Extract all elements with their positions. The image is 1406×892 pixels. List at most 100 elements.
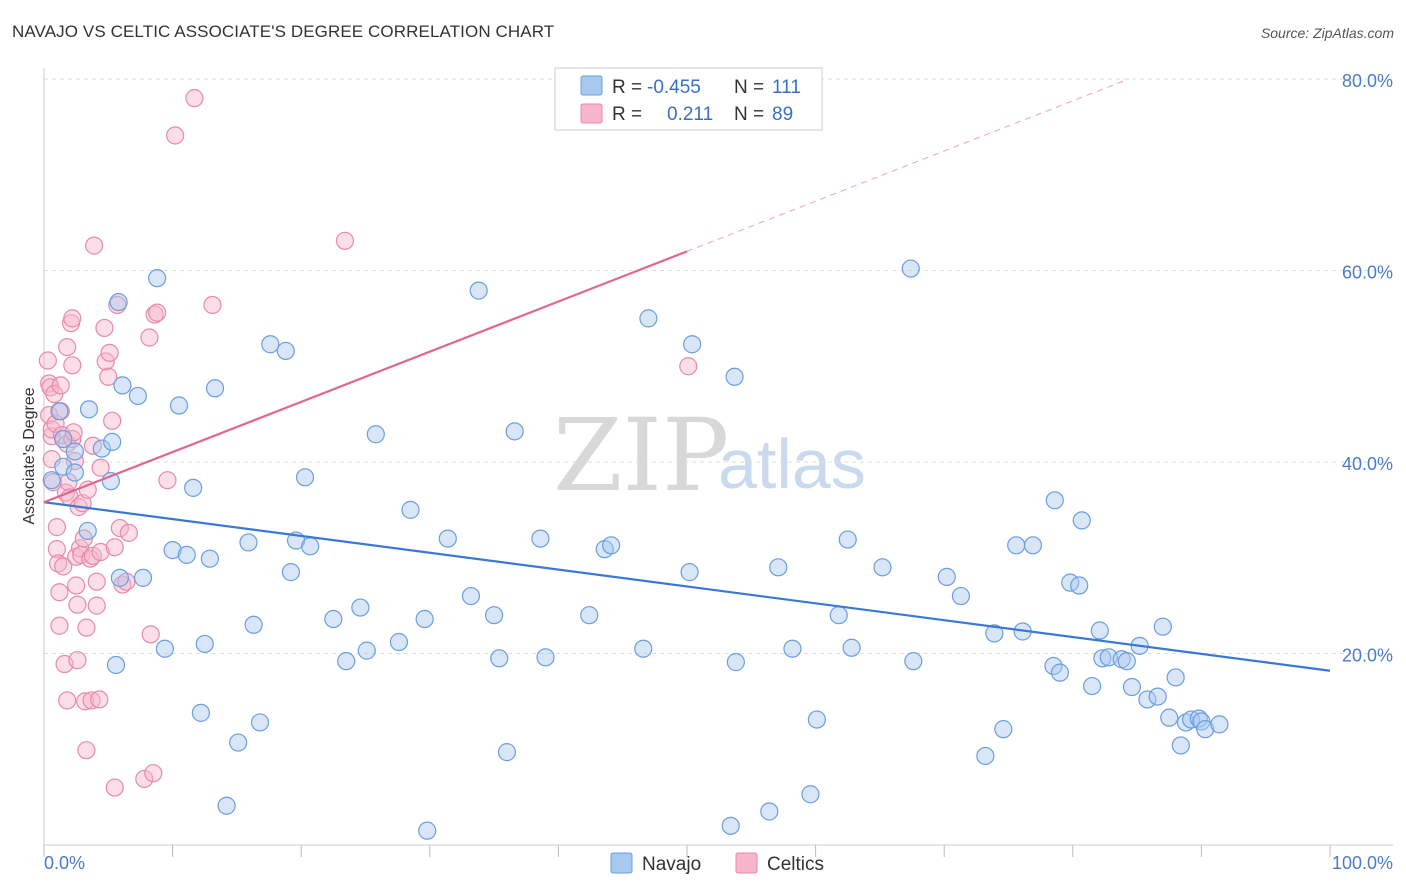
y-tick-label: 80.0%: [1342, 71, 1393, 91]
celtics-point: [68, 595, 87, 614]
source-label: Source: ZipAtlas.com: [1260, 25, 1394, 41]
legend-n-label-celtic: N =: [734, 104, 764, 125]
navajo-point: [1093, 649, 1112, 668]
navajo-point: [276, 341, 295, 361]
navajo-point: [505, 422, 524, 441]
navajo-point: [438, 529, 457, 548]
navajo-point: [1122, 677, 1142, 697]
navajo-point: [324, 609, 343, 629]
celtics-point: [141, 625, 160, 644]
navajo-points: [42, 259, 1229, 840]
navajo-point: [184, 478, 203, 497]
navajo-point: [490, 649, 509, 668]
navajo-point: [485, 606, 504, 625]
navajo-point: [1171, 736, 1190, 755]
navajo-point: [78, 521, 97, 541]
navajo-point: [1044, 656, 1063, 676]
celtics-point: [166, 126, 185, 145]
navajo-point: [239, 533, 258, 552]
navajo-point: [244, 615, 263, 634]
watermark-atlas: atlas: [718, 425, 866, 503]
celtics-point: [185, 89, 204, 108]
navajo-point: [801, 785, 820, 804]
celtics-point: [54, 557, 73, 576]
navajo-point: [200, 549, 219, 568]
navajo-point: [531, 529, 550, 548]
navajo-point: [205, 379, 225, 398]
x-tick-label-max: 100.0%: [1332, 853, 1393, 873]
navajo-point: [602, 536, 621, 555]
legend-n-label-navajo: N =: [734, 77, 764, 98]
navajo-point: [634, 639, 653, 658]
celtics-point: [91, 458, 110, 477]
navajo-point: [580, 606, 599, 625]
y-tick-label: 20.0%: [1342, 646, 1393, 666]
navajo-point: [469, 281, 488, 300]
celtics-point: [99, 367, 118, 386]
celtics-point: [50, 616, 69, 635]
navajo-point: [901, 259, 920, 278]
celtics-point: [148, 303, 167, 322]
navajo-point: [937, 567, 956, 587]
navajo-point: [366, 425, 385, 444]
navajo-point: [401, 500, 420, 519]
celtics-point: [87, 596, 106, 615]
celtics-point: [105, 538, 124, 557]
celtics-point: [77, 618, 96, 637]
celtics-point: [96, 352, 115, 371]
navajo-point: [42, 471, 61, 490]
celtics-point: [158, 471, 177, 490]
navajo-point: [976, 746, 995, 766]
navajo-point: [1153, 617, 1172, 636]
navajo-point: [295, 468, 315, 487]
celtics-point: [95, 318, 114, 338]
celtics-point: [103, 411, 122, 430]
navajo-point: [351, 598, 370, 617]
navajo-point: [721, 816, 740, 835]
series-legend-label-celtic: Celtics: [767, 854, 824, 875]
celtics-point: [110, 518, 129, 538]
grid-lines: [44, 78, 1393, 654]
navajo-point: [726, 653, 745, 672]
navajo-point: [1196, 720, 1215, 739]
celtics-point: [85, 236, 104, 255]
navajo-trend-line: [43, 501, 1331, 672]
chart-title: NAVAJO VS CELTIC ASSOCIATE'S DEGREE CORR…: [12, 22, 555, 41]
navajo-point: [497, 743, 517, 762]
navajo-point: [683, 335, 702, 354]
celtics-point: [64, 423, 83, 442]
celtics-point: [77, 741, 96, 760]
celtics-point: [144, 764, 163, 783]
navajo-point: [65, 463, 84, 482]
y-tick-label: 40.0%: [1342, 454, 1393, 474]
navajo-point: [1160, 708, 1179, 727]
legend-r-label-celtic: R =: [612, 104, 642, 125]
celtics-point: [49, 554, 68, 573]
navajo-point: [54, 429, 73, 449]
navajo-point: [261, 335, 280, 354]
navajo-point: [873, 558, 892, 577]
navajo-point: [54, 457, 73, 476]
navajo-point: [128, 386, 147, 406]
celtics-point: [51, 376, 70, 395]
navajo-point: [829, 606, 848, 625]
celtics-point: [58, 691, 77, 710]
celtics-point: [100, 343, 119, 362]
series-legend-label-navajo: Navajo: [642, 854, 701, 875]
y-tick-labels: 20.0% 40.0% 60.0% 80.0%: [1342, 71, 1393, 666]
celtics-point: [47, 540, 66, 559]
navajo-point: [1189, 709, 1208, 728]
navajo-point: [169, 396, 189, 415]
celtics-point: [679, 357, 698, 376]
navajo-point: [109, 292, 128, 312]
navajo-point: [680, 563, 699, 582]
navajo-point: [639, 309, 658, 328]
navajo-point: [163, 540, 182, 560]
navajo-point: [904, 652, 923, 671]
navajo-point: [1007, 536, 1026, 555]
celtics-point: [67, 576, 86, 595]
navajo-point: [79, 400, 99, 419]
navajo-point: [842, 638, 861, 657]
x-tick-label-min: 0.0%: [44, 853, 85, 873]
navajo-point: [1210, 715, 1229, 734]
